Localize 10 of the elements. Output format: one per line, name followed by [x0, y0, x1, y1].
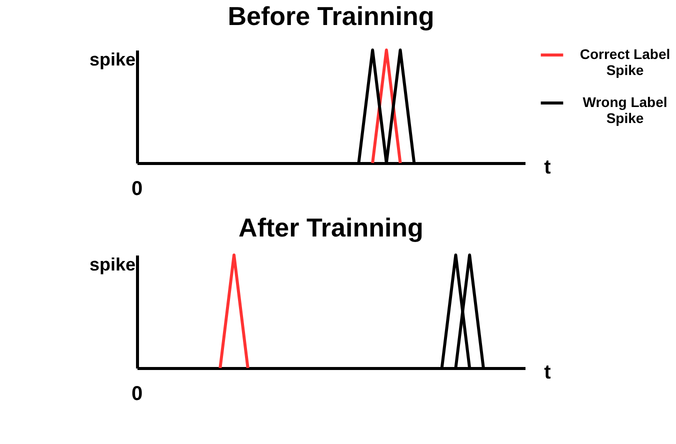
- chart-title: After Trainning: [238, 212, 424, 242]
- chart-title: Before Trainning: [228, 1, 434, 31]
- y-axis-title: spike: [89, 50, 136, 70]
- text: 0: [131, 383, 143, 405]
- text: 0: [131, 178, 143, 200]
- y-axis-title: spike: [89, 254, 136, 274]
- legend-label: Wrong Label Spike: [582, 94, 668, 126]
- x-axis-title: t: [544, 362, 552, 384]
- x-axis-title: t: [544, 156, 552, 178]
- legend-label: Correct Label Spike: [580, 46, 670, 78]
